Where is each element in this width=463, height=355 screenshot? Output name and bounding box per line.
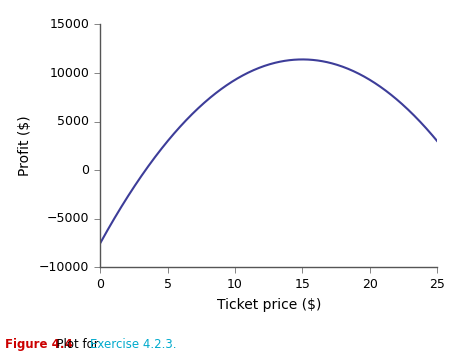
X-axis label: Ticket price ($): Ticket price ($): [217, 298, 321, 312]
Text: Plot for: Plot for: [49, 338, 102, 351]
Y-axis label: Profit ($): Profit ($): [18, 115, 32, 176]
Text: Figure 4.4: Figure 4.4: [5, 338, 72, 351]
Text: Exercise 4.2.3.: Exercise 4.2.3.: [90, 338, 177, 351]
